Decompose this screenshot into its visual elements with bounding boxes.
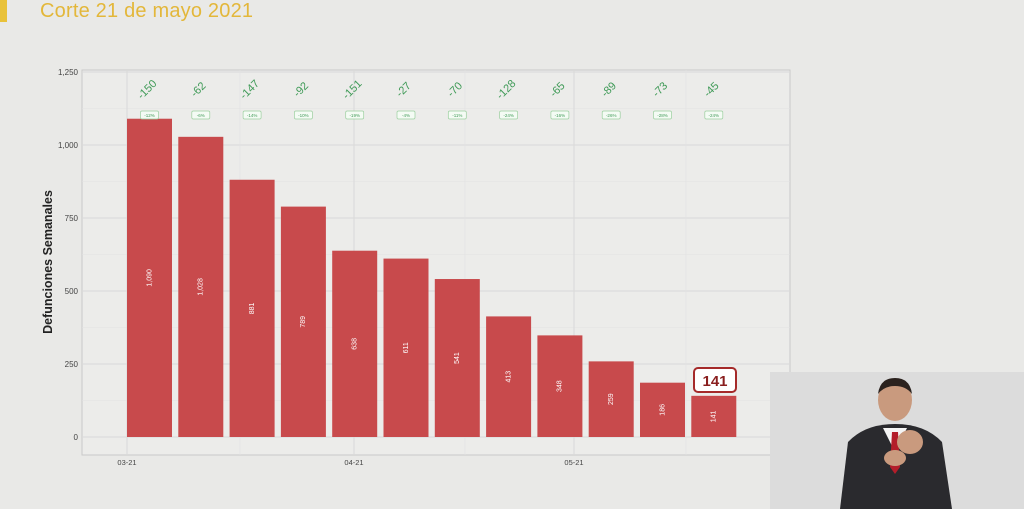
x-tick-label: 05-21 (564, 458, 583, 467)
bar (434, 279, 480, 437)
bar (640, 382, 685, 437)
weekly-change-pct-badge (191, 110, 211, 120)
y-tick-label: 500 (65, 287, 79, 296)
x-axis-ticks: 03-21 04-21 05-21 (117, 458, 583, 467)
bar (383, 258, 429, 437)
bar (691, 395, 737, 437)
weekly-change-pct-badge (242, 110, 262, 120)
y-axis-label: Defunciones Semanales (41, 190, 55, 334)
x-tick-label: 04-21 (344, 458, 363, 467)
bar (588, 361, 634, 437)
weekly-change-pct: -12% (144, 113, 155, 118)
weekly-change-pct-badge (499, 110, 518, 120)
weekly-change-pct: -19% (349, 113, 360, 118)
latest-value-callout: 141 (693, 367, 737, 393)
bar-value-label: 611 (403, 342, 410, 353)
bar-value-label: 259 (608, 393, 615, 405)
bar-value-label: 638 (352, 338, 359, 350)
bar (229, 179, 275, 438)
weekly-change-pct: -6% (197, 113, 205, 118)
bars: 1,090 1,028 881 789 638 611 541 413 348 259 186 141 (127, 118, 737, 438)
weekly-change-pct: -24% (709, 113, 720, 118)
y-axis-ticks: 0 250 500 750 1,000 1,250 (58, 68, 79, 442)
y-tick-label: 1,250 (58, 68, 79, 77)
bar-value-label: 1,090 (146, 269, 153, 287)
weekly-change-pct: -16% (555, 113, 566, 118)
page-title: Corte 21 de mayo 2021 (40, 0, 254, 22)
weekly-change-pct-badge (140, 110, 159, 120)
weekly-change-pct: -11% (452, 113, 462, 118)
x-tick-label: 03-21 (117, 458, 136, 467)
weekly-change-pct: -14% (247, 113, 258, 118)
bar (537, 335, 583, 437)
weekly-change-pct-badge (345, 110, 365, 120)
bar-value-label: 881 (249, 302, 256, 314)
callout-value: 141 (702, 373, 727, 390)
weekly-change-pct-badge (704, 110, 724, 120)
bar (280, 206, 326, 437)
weekly-change-pct: -28% (657, 113, 668, 118)
y-tick-label: 0 (74, 433, 79, 442)
bar-value-label: 789 (300, 316, 307, 328)
bar-value-label: 141 (711, 410, 718, 422)
callout-box (693, 367, 737, 393)
weekly-change-pct: -26% (606, 113, 617, 118)
y-tick-label: 1,000 (58, 141, 79, 150)
bar (332, 250, 378, 437)
weekly-change-pct-badge (550, 110, 570, 120)
weekly-change-pct-badge (601, 110, 621, 120)
weekly-change-pct: -24% (503, 113, 514, 118)
bar-value-label: 348 (557, 380, 564, 392)
weekly-change-pct-badge (653, 110, 672, 120)
weekly-change-pct-badge (396, 110, 416, 120)
bar (486, 316, 532, 437)
y-tick-label: 250 (65, 360, 79, 369)
sign-language-interpreter-inset (770, 372, 1024, 509)
bar-value-label: 1,028 (198, 278, 205, 296)
y-tick-label: 750 (65, 214, 79, 223)
weekly-change-pct: -10% (298, 113, 309, 118)
interpreter-figure (770, 372, 1024, 509)
weekly-change-pct-badge (294, 110, 313, 120)
bar (178, 136, 224, 437)
bar-value-label: 541 (454, 352, 461, 364)
bar (127, 118, 172, 437)
bar-value-label: 413 (505, 371, 512, 383)
weekly-change-pct-badge (447, 110, 467, 120)
weekly-change-pct: -4% (402, 113, 410, 118)
title-accent-bar (0, 0, 7, 22)
bar-value-label: 186 (659, 404, 666, 416)
